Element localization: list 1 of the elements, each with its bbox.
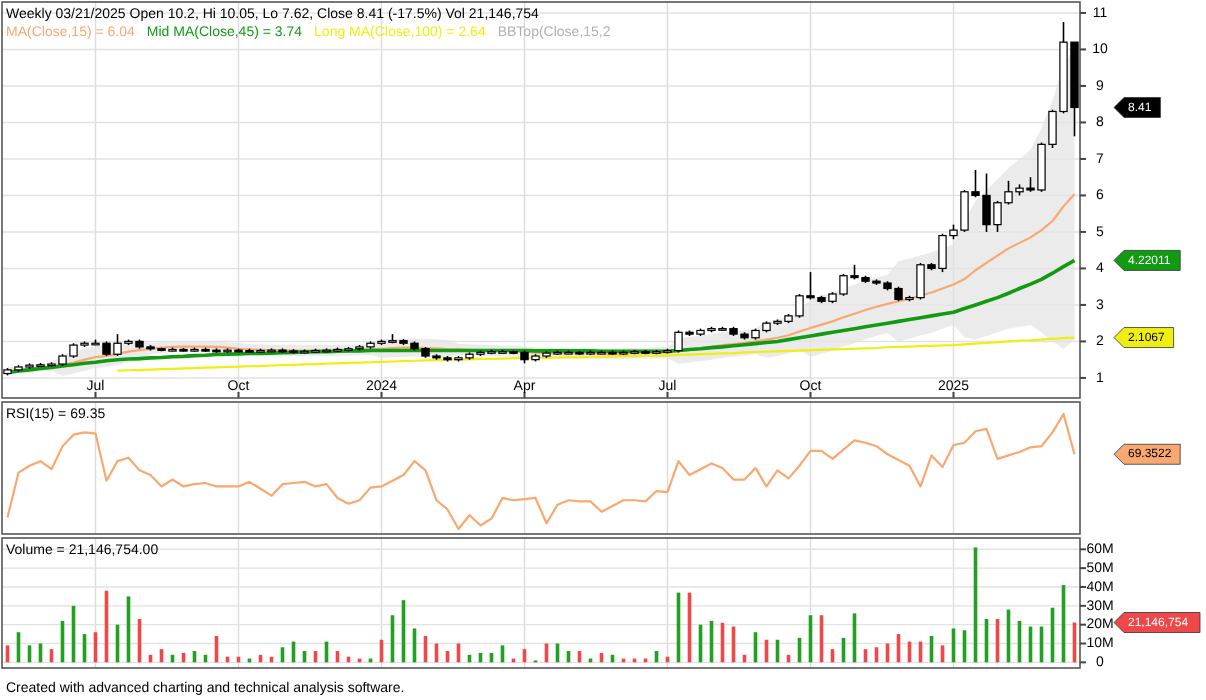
line-series <box>116 336 1076 372</box>
